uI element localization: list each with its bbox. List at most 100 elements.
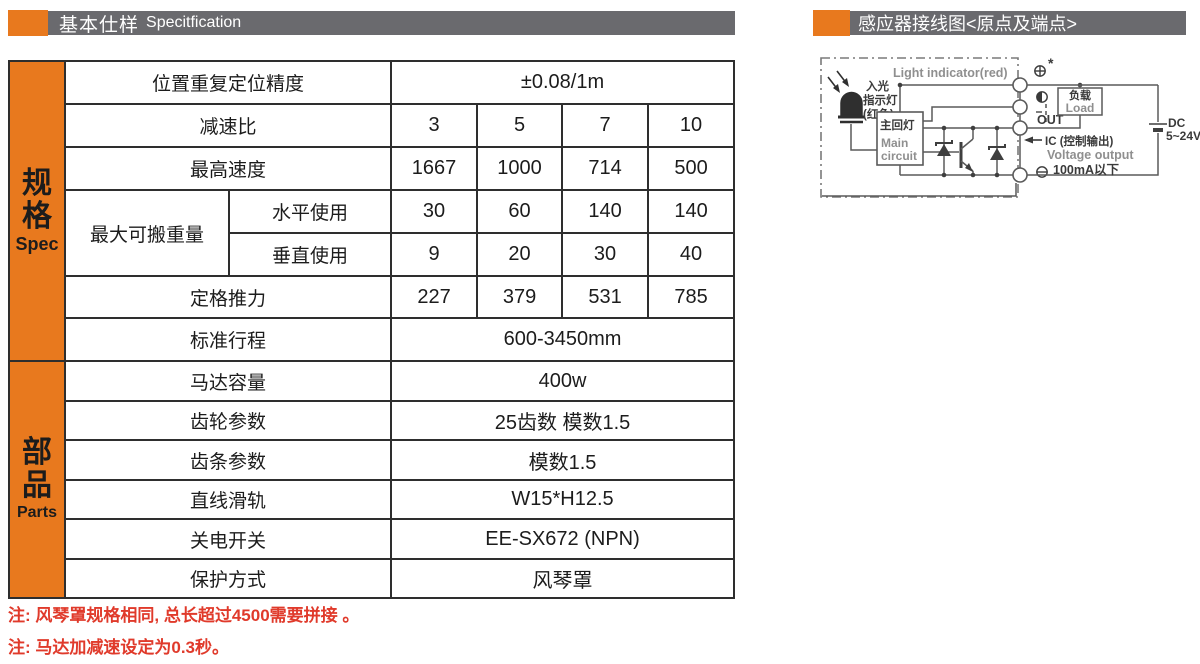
left-header-title-zh: 基本仕样 xyxy=(59,14,140,36)
sidebar-spec-en: Spec xyxy=(15,234,59,254)
main-circuit-box xyxy=(876,111,924,166)
voltage-output-label: Voltage output xyxy=(1047,148,1134,162)
cell-thrust-1: 227 xyxy=(390,275,479,319)
note-motor-accel: 注: 马达加减速设定为0.3秒。 xyxy=(8,638,230,657)
sidebar-parts-en: Parts xyxy=(16,503,58,521)
ic-output-label: IC (控制输出) xyxy=(1045,134,1114,148)
plus-terminal-symbol-icon xyxy=(1034,65,1046,77)
table-row: 齿轮参数 25齿数 模数1.5 xyxy=(9,400,736,441)
terminal-plus xyxy=(1012,77,1028,93)
row-label-switch: 关电开关 xyxy=(63,518,393,560)
junction-dots xyxy=(897,82,1083,178)
load-label-en: Load xyxy=(1066,101,1095,115)
dc-label: DC xyxy=(1168,116,1186,130)
load-label-zh: 负载 xyxy=(1069,88,1091,102)
table-row: 最大可搬重量 水平使用 30 60 140 140 xyxy=(9,189,736,277)
wiring-diagram-svg: 入光 指示灯 (红色) Light indicator(red) 主回灯 Mai… xyxy=(820,55,1200,198)
cell-ratio-1: 3 xyxy=(390,103,479,148)
table-row: 部品 Parts 马达容量 400w xyxy=(8,360,736,599)
cell-switch-value: EE-SX672 (NPN) xyxy=(390,518,736,560)
cell-speed-2: 1000 xyxy=(476,146,564,191)
cell-payload-h-4: 140 xyxy=(647,189,736,234)
main-circuit-label-zh: 主回灯 xyxy=(880,118,915,132)
main-circuit-label-en-1: Main xyxy=(881,136,908,150)
left-header-bar: 基本仕样 Specitfication xyxy=(48,11,735,36)
cell-rail-value: W15*H12.5 xyxy=(390,479,736,520)
cell-thrust-2: 379 xyxy=(476,275,564,319)
zener-diode-right-icon xyxy=(988,128,1006,175)
left-header-title-en: Specitfication xyxy=(146,14,242,31)
current-limit-label: 100mA以下 xyxy=(1053,163,1119,177)
asterisk-mark: * xyxy=(1048,55,1054,71)
cell-ratio-2: 5 xyxy=(476,103,564,148)
cell-rack-value: 模数1.5 xyxy=(390,439,736,481)
out-terminal-label: OUT xyxy=(1037,113,1064,127)
row-label-motor: 马达容量 xyxy=(63,360,393,402)
row-label-rail: 直线滑轨 xyxy=(63,479,393,520)
right-header-title: 感应器接线图<原点及端点> xyxy=(858,14,1078,34)
row-label-gear: 齿轮参数 xyxy=(63,400,393,441)
cell-ratio-3: 7 xyxy=(561,103,650,148)
note-bellows: 注: 风琴罩规格相同, 总长超过4500需要拼接 。 xyxy=(8,606,360,625)
table-row: 直线滑轨 W15*H12.5 xyxy=(9,479,736,520)
row-label-stroke: 标准行程 xyxy=(63,317,393,362)
table-row: 垂直使用 9 20 30 40 xyxy=(9,232,736,277)
cell-stroke-value: 600-3450mm xyxy=(390,317,736,362)
table-row: 关电开关 EE-SX672 (NPN) xyxy=(9,518,736,560)
table-row: 规格 Spec 位置重复定位精度 ±0.08/1m xyxy=(8,60,736,362)
cell-protection-value: 风琴罩 xyxy=(390,558,736,599)
cell-payload-h-1: 30 xyxy=(390,189,479,234)
ic-arrow-icon xyxy=(1024,136,1042,144)
table-row: 保护方式 风琴罩 xyxy=(9,558,736,599)
terminal-out xyxy=(1012,120,1028,136)
row-label-payload-vertical: 垂直使用 xyxy=(227,232,393,277)
light-indicator-label-en: Light indicator(red) xyxy=(893,66,1008,80)
row-label-speed: 最高速度 xyxy=(63,146,393,191)
sidebar-parts-zh: 部品 xyxy=(22,435,52,502)
table-row: 标准行程 600-3450mm xyxy=(9,317,736,362)
light-ray-arrows-icon xyxy=(827,70,849,93)
right-header-accent-square xyxy=(813,10,850,36)
specification-table: 规格 Spec 位置重复定位精度 ±0.08/1m 减速比 3 5 7 10 最… xyxy=(8,60,736,599)
cell-payload-v-2: 20 xyxy=(476,232,564,277)
sensor-wiring-diagram: 入光 指示灯 (红色) Light indicator(red) 主回灯 Mai… xyxy=(0,0,1200,220)
cell-thrust-4: 785 xyxy=(647,275,736,319)
row-label-protection: 保护方式 xyxy=(63,558,393,599)
minus-terminal-symbol-icon xyxy=(1036,166,1048,178)
led-label-zh-2: 指示灯 xyxy=(863,93,898,107)
row-label-payload-horizontal: 水平使用 xyxy=(227,189,393,234)
left-header-accent-square xyxy=(8,10,48,36)
row-label-thrust: 定格推力 xyxy=(63,275,393,319)
cell-speed-1: 1667 xyxy=(390,146,479,191)
sidebar-spec-cell: 规格 Spec xyxy=(8,60,66,362)
cell-ratio-4: 10 xyxy=(647,103,736,148)
sidebar-spec-zh: 规格 xyxy=(22,167,52,233)
row-label-payload: 最大可搬重量 xyxy=(64,189,230,277)
terminal-minus xyxy=(1012,167,1028,183)
select-terminal-symbol-icon xyxy=(1036,91,1048,122)
row-label-accuracy: 位置重复定位精度 xyxy=(63,60,393,105)
right-header-bar: 感应器接线图<原点及端点> xyxy=(850,11,1186,35)
cell-accuracy-value: ±0.08/1m xyxy=(390,60,736,105)
load-box xyxy=(1057,87,1103,116)
terminal-select xyxy=(1012,99,1028,115)
cell-payload-h-2: 60 xyxy=(476,189,564,234)
table-row: 减速比 3 5 7 10 xyxy=(9,103,736,148)
sidebar-parts-cell: 部品 Parts xyxy=(8,360,66,599)
external-wires xyxy=(1027,84,1159,176)
cell-gear-value: 25齿数 模数1.5 xyxy=(390,400,736,441)
zener-diode-left-icon xyxy=(935,128,953,175)
dc-voltage-label: 5~24V xyxy=(1166,129,1200,143)
terminal-circles xyxy=(1012,77,1028,183)
table-row: 定格推力 227 379 531 785 xyxy=(9,275,736,319)
transistor-icon xyxy=(959,128,974,175)
led-label-zh-1: 入光 xyxy=(866,79,889,93)
cell-speed-4: 500 xyxy=(647,146,736,191)
led-icon xyxy=(838,91,865,124)
row-label-rack: 齿条参数 xyxy=(63,439,393,481)
cell-payload-v-3: 30 xyxy=(561,232,650,277)
cell-speed-3: 714 xyxy=(561,146,650,191)
table-row: 齿条参数 模数1.5 xyxy=(9,439,736,481)
row-label-ratio: 减速比 xyxy=(63,103,393,148)
main-circuit-label-en-2: circuit xyxy=(881,149,917,163)
